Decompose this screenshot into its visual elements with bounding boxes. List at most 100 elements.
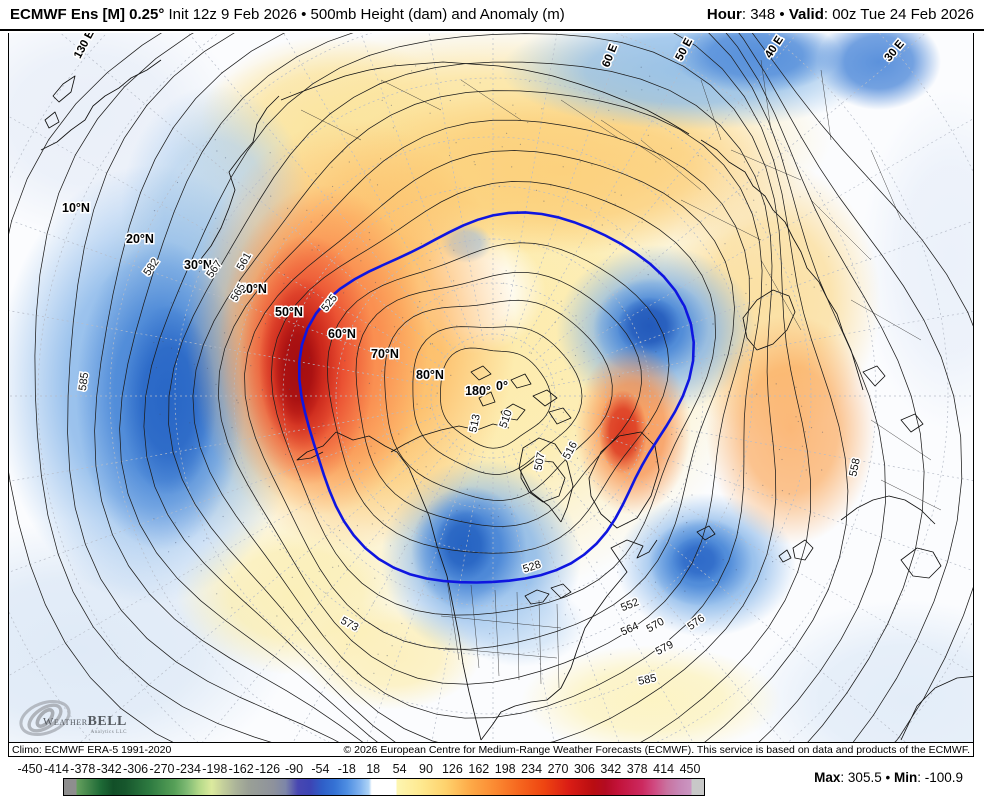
border-line — [494, 589, 500, 677]
meridian-line — [292, 444, 466, 742]
header-bar: ECMWF Ens [M] 0.25° Init 12z 9 Feb 2026 … — [0, 0, 984, 31]
max-min-readout: Max: 305.5 • Min: -100.9 — [814, 770, 963, 785]
anomaly-blob — [671, 33, 841, 93]
latitude-label: 60°N — [328, 327, 356, 341]
latitude-label: 70°N — [371, 347, 399, 361]
latitude-circle — [233, 136, 753, 656]
thick-540-contour — [297, 211, 696, 584]
colorbar-tick: -342 — [96, 762, 122, 776]
height-contour — [412, 326, 583, 475]
coastline — [390, 423, 510, 453]
height-contour — [440, 347, 552, 449]
latitude-label: 80°N — [416, 368, 444, 382]
valid-time: Hour: 348 • Valid: 00z Tue 24 Feb 2026 — [706, 6, 974, 23]
copyright-note: © 2026 European Centre for Medium-Range … — [343, 743, 970, 756]
colorbar-tick: 306 — [573, 762, 595, 776]
island-outline — [52, 75, 76, 103]
border-line — [820, 69, 832, 141]
island-outline — [478, 391, 496, 407]
height-contour — [270, 181, 716, 616]
height-contour — [244, 150, 735, 650]
island-outline — [500, 403, 526, 421]
meridian-line — [9, 405, 438, 482]
island-outline — [588, 431, 660, 529]
latitude-label: 180° — [465, 384, 491, 398]
island-outline — [470, 365, 492, 381]
meridian-line — [502, 451, 555, 742]
max-value: 305.5 — [847, 770, 882, 785]
model-name: ECMWF Ens [M] 0.25° — [10, 6, 165, 23]
climo-note: Climo: ECMWF ERA-5 1991-2020 — [12, 743, 172, 756]
island-outline — [44, 111, 60, 129]
border-line — [538, 599, 542, 685]
hour-label: Hour — [706, 6, 742, 23]
border-line — [470, 584, 480, 669]
height-contour — [217, 119, 750, 685]
height-contour — [119, 33, 849, 742]
product-title: ECMWF Ens [M] 0.25° Init 12z 9 Feb 2026 … — [10, 6, 565, 23]
island-outline — [900, 413, 924, 433]
latitude-label: 40°N — [239, 282, 267, 296]
island-outline — [742, 289, 796, 351]
meridian-line — [9, 310, 438, 387]
meridian-line — [9, 116, 445, 369]
anomaly-blob — [599, 390, 647, 474]
height-contour — [192, 90, 763, 719]
island-outline — [862, 365, 886, 387]
meridian-line — [545, 414, 973, 572]
border-line — [680, 199, 762, 241]
contour-value-label: 585 — [77, 372, 91, 392]
colorbar-section: -450 -414 -378 -342 -306 -270 -234 -198 -162 -126… — [0, 758, 984, 808]
min-value: -100.9 — [924, 770, 963, 785]
map-panel: 10°N 20°N 30°N 40°N 50°N 60°N 70°N 80°N 180° 0° 13… — [8, 33, 974, 757]
meridian-line — [548, 405, 973, 481]
island-outline — [548, 407, 572, 425]
colorbar-tick: -378 — [70, 762, 96, 776]
meridian-line — [9, 423, 445, 676]
colorbar-tick: -306 — [123, 762, 149, 776]
colorbar-tick: 234 — [521, 762, 543, 776]
attribution-row: Climo: ECMWF ERA-5 1991-2020 © 2026 Euro… — [9, 742, 973, 756]
height-contour — [326, 242, 670, 554]
meridian-line — [541, 118, 973, 369]
height-contour — [94, 33, 886, 742]
island-outline — [520, 459, 566, 503]
meridian-line — [283, 33, 466, 348]
coastline — [840, 495, 936, 525]
border-line — [760, 259, 802, 331]
coastline — [296, 431, 337, 461]
meridian-line — [431, 451, 484, 742]
meridian-line — [541, 423, 973, 674]
colorbar-gradient — [63, 778, 705, 796]
coastline — [480, 649, 578, 741]
meridian-line — [511, 33, 626, 344]
height-contour — [355, 272, 642, 527]
colorbar-tick: -450 — [17, 762, 43, 776]
colorbar-tick: -414 — [43, 762, 69, 776]
latitude-label: 10°N — [62, 201, 90, 215]
colorbar-tick: 198 — [494, 762, 516, 776]
max-label: Max — [814, 770, 841, 785]
height-contour — [34, 33, 963, 742]
island-outline — [524, 589, 550, 605]
anomaly-blob — [861, 90, 973, 430]
island-outline — [510, 373, 532, 389]
valid-value: 00z Tue 24 Feb 2026 — [832, 6, 974, 23]
colorbar-tick: -270 — [149, 762, 175, 776]
border-line — [760, 59, 772, 131]
island-outline — [900, 547, 942, 579]
border-line — [880, 479, 942, 511]
island-outline — [778, 549, 792, 563]
coastline — [196, 95, 280, 265]
coastline — [518, 437, 574, 523]
meridian-line — [548, 311, 973, 387]
anomaly-blob — [817, 33, 941, 110]
border-line — [850, 299, 922, 341]
contour-value-label: 507 — [533, 451, 548, 471]
meridian-line — [520, 33, 703, 348]
anomaly-shading — [9, 33, 973, 742]
colorbar-tick: -18 — [337, 762, 356, 776]
latitude-label: 0° — [496, 379, 508, 393]
latitude-label: 30°N — [184, 258, 212, 272]
